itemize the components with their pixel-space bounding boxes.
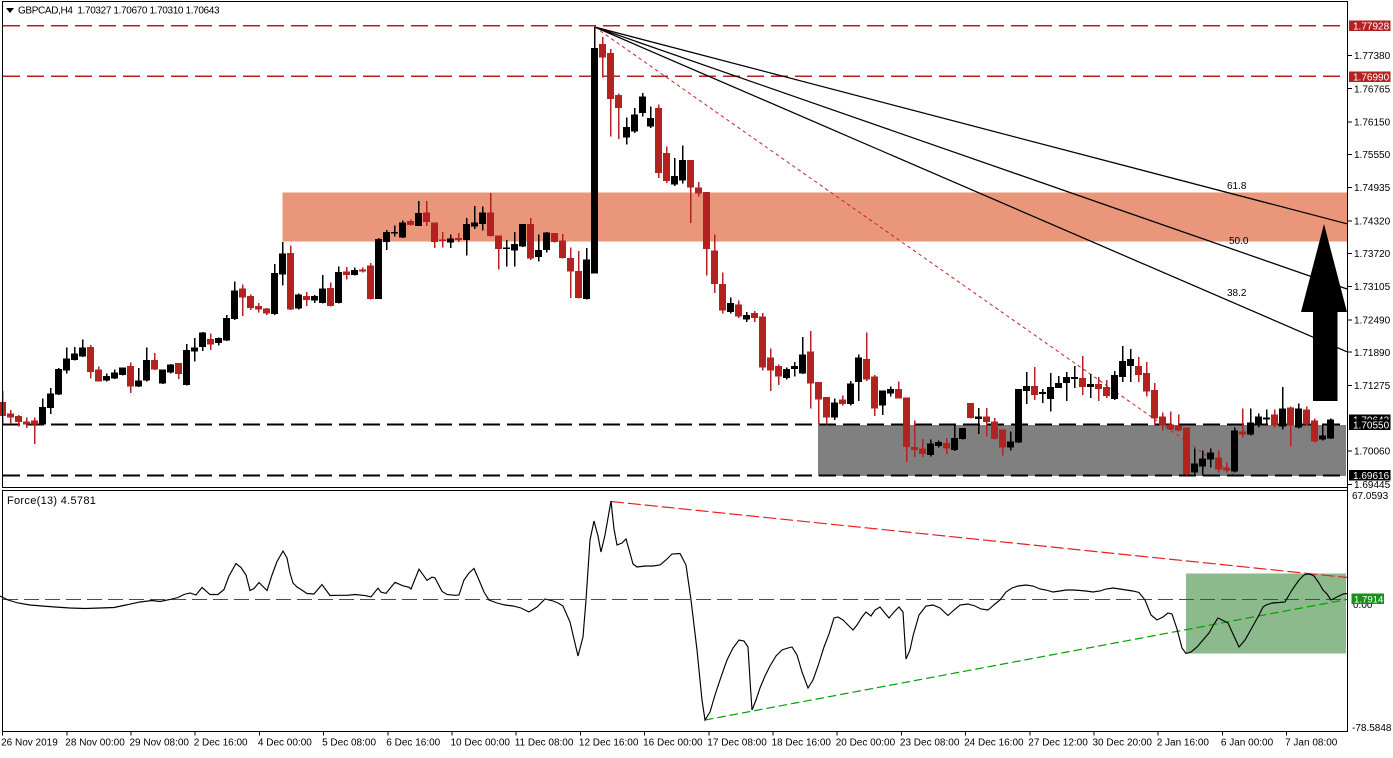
svg-text:1.73105: 1.73105 bbox=[1354, 282, 1391, 293]
svg-text:1.71890: 1.71890 bbox=[1354, 348, 1391, 359]
svg-text:12 Dec 16:00: 12 Dec 16:00 bbox=[579, 738, 639, 749]
svg-text:1.74935: 1.74935 bbox=[1354, 183, 1391, 194]
svg-text:10 Dec 00:00: 10 Dec 00:00 bbox=[451, 738, 511, 749]
svg-text:20 Dec 00:00: 20 Dec 00:00 bbox=[836, 738, 896, 749]
svg-text:6 Jan 00:00: 6 Jan 00:00 bbox=[1221, 738, 1274, 749]
svg-text:38.2: 38.2 bbox=[1227, 288, 1247, 299]
svg-text:61.8: 61.8 bbox=[1227, 181, 1247, 192]
svg-text:1.70060: 1.70060 bbox=[1354, 447, 1391, 458]
svg-text:1.70550: 1.70550 bbox=[1353, 420, 1390, 431]
svg-text:1.75550: 1.75550 bbox=[1354, 150, 1391, 161]
svg-text:5 Dec 08:00: 5 Dec 08:00 bbox=[322, 738, 376, 749]
svg-text:1.73720: 1.73720 bbox=[1354, 249, 1391, 260]
svg-text:50.0: 50.0 bbox=[1229, 236, 1249, 247]
svg-text:1.77928: 1.77928 bbox=[1353, 22, 1390, 33]
svg-text:1.74320: 1.74320 bbox=[1354, 217, 1391, 228]
svg-text:6 Dec 16:00: 6 Dec 16:00 bbox=[386, 738, 440, 749]
svg-text:16 Dec 00:00: 16 Dec 00:00 bbox=[643, 738, 703, 749]
svg-text:Force(13) 4.5781: Force(13) 4.5781 bbox=[7, 495, 96, 507]
svg-text:1.77380: 1.77380 bbox=[1354, 51, 1391, 62]
svg-text:1.76765: 1.76765 bbox=[1354, 84, 1391, 95]
svg-text:-78.5848: -78.5848 bbox=[1352, 723, 1392, 734]
svg-text:7 Jan 08:00: 7 Jan 08:00 bbox=[1285, 738, 1338, 749]
svg-text:28 Nov 00:00: 28 Nov 00:00 bbox=[65, 738, 125, 749]
svg-text:24 Dec 16:00: 24 Dec 16:00 bbox=[964, 738, 1024, 749]
svg-text:1.76990: 1.76990 bbox=[1353, 72, 1390, 83]
svg-text:1.71275: 1.71275 bbox=[1354, 381, 1391, 392]
svg-text:1.7914: 1.7914 bbox=[1354, 594, 1384, 605]
svg-text:0.00: 0.00 bbox=[1353, 600, 1373, 611]
svg-text:1.76150: 1.76150 bbox=[1354, 118, 1391, 129]
svg-text:23 Dec 08:00: 23 Dec 08:00 bbox=[900, 738, 960, 749]
svg-text:1.69616: 1.69616 bbox=[1353, 471, 1390, 482]
svg-text:1.69445: 1.69445 bbox=[1354, 480, 1391, 491]
svg-text:4 Dec 00:00: 4 Dec 00:00 bbox=[258, 738, 312, 749]
svg-text:2 Dec 16:00: 2 Dec 16:00 bbox=[194, 738, 248, 749]
svg-text:1.72490: 1.72490 bbox=[1354, 315, 1391, 326]
svg-text:18 Dec 16:00: 18 Dec 16:00 bbox=[772, 738, 832, 749]
svg-text:26 Nov 2019: 26 Nov 2019 bbox=[1, 738, 58, 749]
svg-text:67.0593: 67.0593 bbox=[1352, 491, 1389, 502]
svg-text:11 Dec 08:00: 11 Dec 08:00 bbox=[515, 738, 574, 749]
svg-text:17 Dec 08:00: 17 Dec 08:00 bbox=[707, 738, 767, 749]
svg-text:29 Nov 08:00: 29 Nov 08:00 bbox=[130, 738, 190, 749]
svg-text:2 Jan 16:00: 2 Jan 16:00 bbox=[1157, 738, 1210, 749]
svg-text:30 Dec 20:00: 30 Dec 20:00 bbox=[1093, 738, 1153, 749]
svg-text:27 Dec 12:00: 27 Dec 12:00 bbox=[1028, 738, 1088, 749]
svg-text:GBPCAD,H4 1.70327 1.70670 1.7: GBPCAD,H4 1.70327 1.70670 1.70310 1.7064… bbox=[18, 6, 220, 17]
